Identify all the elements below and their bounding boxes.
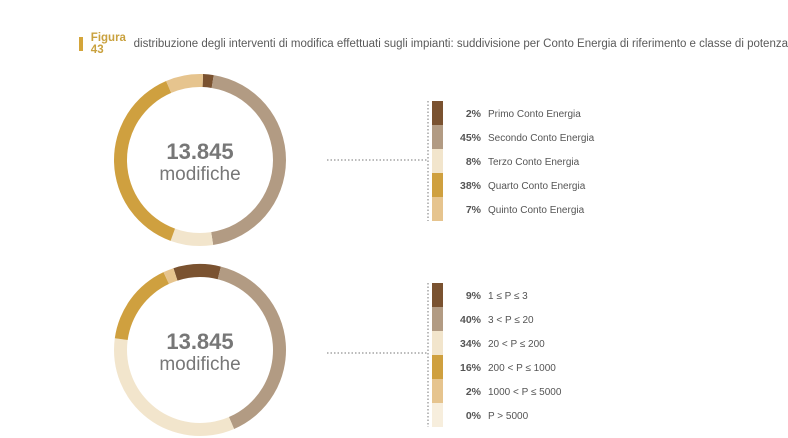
- legend-value: 34%: [460, 338, 482, 350]
- center-label: modifiche: [159, 164, 240, 185]
- legend-value: 9%: [466, 290, 482, 302]
- legend-value: 2%: [466, 386, 482, 398]
- legend-value: 45%: [460, 132, 482, 144]
- donut-slice: [163, 268, 178, 284]
- legend-swatch: [432, 331, 443, 355]
- center-value: 13.845: [166, 329, 233, 354]
- legend-label: 20 < P ≤ 200: [488, 339, 545, 350]
- legend-swatch: [432, 197, 443, 221]
- donut-slice: [114, 338, 235, 436]
- legend-label: 1 ≤ P ≤ 3: [488, 291, 528, 302]
- legend-value: 2%: [466, 108, 482, 120]
- legend-label: 1000 < P ≤ 5000: [488, 387, 562, 398]
- legend-value: 0%: [466, 410, 482, 422]
- figure-header: Figura 43 distribuzione degli interventi…: [79, 32, 788, 56]
- legend-swatch: [432, 125, 443, 149]
- legend-label: P > 5000: [488, 411, 529, 422]
- legend-label: 3 < P ≤ 20: [488, 315, 534, 326]
- legend-swatch: [432, 149, 443, 173]
- figure-title: distribuzione degli interventi di modifi…: [133, 38, 788, 50]
- donut-slice: [202, 74, 214, 88]
- legend-value: 16%: [460, 362, 482, 374]
- legend-swatch: [432, 173, 443, 197]
- legend-label: Quinto Conto Energia: [488, 205, 585, 216]
- legend-swatch: [432, 379, 443, 403]
- center-label: modifiche: [159, 354, 240, 375]
- legend-value: 38%: [460, 180, 482, 192]
- legend-value: 8%: [466, 156, 482, 168]
- donut-slice: [217, 266, 286, 429]
- legend-label: Quarto Conto Energia: [488, 181, 586, 192]
- donut-slice: [170, 228, 214, 246]
- legend-swatch: [432, 283, 443, 307]
- legend-label: Terzo Conto Energia: [488, 157, 580, 168]
- donut-slice: [113, 80, 176, 241]
- legend-swatch: [432, 355, 443, 379]
- legend-value: 7%: [466, 204, 482, 216]
- legend-value: 40%: [460, 314, 482, 326]
- legend-swatch: [432, 403, 443, 427]
- legend-swatch: [432, 307, 443, 331]
- figure-label: Figura 43: [90, 32, 126, 56]
- donut-slice: [173, 264, 221, 281]
- donut-slice: [211, 75, 286, 245]
- donut-slice: [114, 272, 170, 341]
- legend-label: Secondo Conto Energia: [488, 133, 595, 144]
- center-value: 13.845: [166, 139, 233, 164]
- legend-label: 200 < P ≤ 1000: [488, 363, 556, 374]
- legend-label: Primo Conto Energia: [488, 109, 581, 120]
- legend-swatch: [432, 101, 443, 125]
- donut-slice: [166, 74, 204, 93]
- figure-marker: [79, 37, 83, 51]
